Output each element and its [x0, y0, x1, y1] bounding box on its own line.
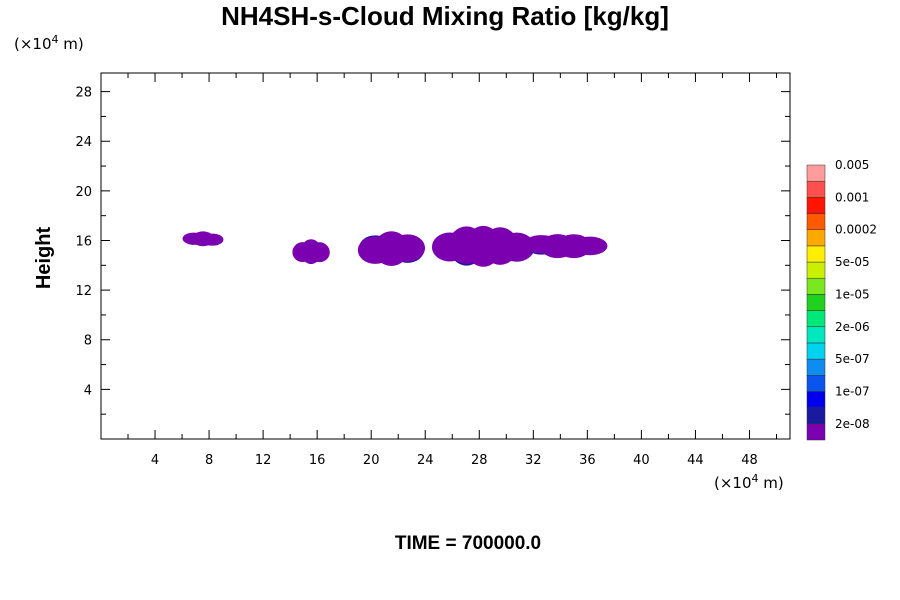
time-label: TIME = 700000.0 [395, 533, 541, 554]
colorbar-label: 5e-05 [835, 255, 870, 269]
colorbar-swatch [806, 213, 826, 230]
colorbar-labels: 2e-08 1e-07 5e-07 2e-06 1e-05 5e-05 0.0002 0.00… [835, 158, 877, 431]
y-tick-label: 8 [84, 334, 92, 349]
y-tick-label: 4 [84, 383, 92, 398]
colorbar-swatch [806, 423, 826, 441]
colorbar-label: 1e-05 [835, 287, 870, 301]
plot-frame [100, 72, 791, 440]
y-tick-label: 28 [75, 86, 92, 101]
colorbar-label: 0.0002 [835, 223, 877, 237]
y-tick-label: 24 [75, 135, 92, 150]
cloud [292, 239, 330, 264]
x-tick-labels: 4 8 12 16 20 24 28 32 36 40 44 48 [151, 453, 758, 468]
colorbar-swatch [806, 261, 826, 279]
colorbar [806, 164, 826, 441]
x-tick-label: 32 [525, 453, 542, 468]
colorbar-swatch [806, 342, 826, 360]
x-unit-label: (×104 m) [714, 472, 784, 492]
colorbar-swatch [806, 229, 826, 247]
colorbar-swatch [806, 326, 826, 344]
colorbar-label: 2e-08 [835, 417, 870, 431]
cloud [357, 231, 426, 266]
chart-title: NH4SH-s-Cloud Mixing Ratio [kg/kg] [221, 1, 669, 31]
colorbar-label: 0.005 [835, 158, 869, 172]
colorbar-swatch [806, 310, 826, 328]
x-tick-label: 48 [741, 453, 758, 468]
x-tick-label: 12 [255, 453, 272, 468]
colorbar-label: 5e-07 [835, 352, 870, 366]
y-tick-label: 12 [75, 284, 92, 299]
axis-ticks [101, 73, 790, 439]
colorbar-swatch [806, 358, 826, 376]
colorbar-label: 2e-06 [835, 320, 870, 334]
x-tick-label: 28 [471, 453, 488, 468]
y-unit-label: (×104 m) [14, 33, 84, 53]
x-tick-label: 4 [151, 453, 159, 468]
colorbar-label: 1e-07 [835, 384, 870, 398]
y-axis-label: Height [33, 227, 55, 290]
y-tick-labels: 4 8 12 16 20 24 28 [75, 86, 92, 399]
cloud-level [309, 242, 330, 263]
x-tick-label: 44 [687, 453, 704, 468]
colorbar-swatch [806, 375, 826, 392]
y-tick-label: 16 [75, 234, 92, 249]
cloud-field [182, 225, 608, 267]
colorbar-swatch [806, 391, 826, 408]
cloud-level [201, 233, 224, 246]
cloud [431, 225, 535, 267]
cloud-level [390, 234, 426, 262]
y-tick-label: 20 [75, 185, 92, 200]
x-tick-label: 8 [205, 453, 213, 468]
colorbar-swatch [806, 164, 826, 182]
x-tick-label: 24 [417, 453, 434, 468]
x-tick-label: 20 [363, 453, 380, 468]
colorbar-swatch [806, 245, 826, 263]
colorbar-swatch [806, 277, 826, 295]
colorbar-swatch [806, 294, 826, 311]
x-tick-label: 40 [633, 453, 650, 468]
cloud-level [572, 236, 608, 256]
x-tick-label: 16 [309, 453, 326, 468]
cloud [524, 234, 608, 259]
colorbar-swatch [806, 407, 826, 425]
colorbar-swatch [806, 180, 826, 198]
colorbar-swatch [806, 197, 826, 214]
cloud-level [498, 232, 535, 262]
cloud [182, 231, 224, 247]
x-tick-label: 36 [579, 453, 596, 468]
colorbar-label: 0.001 [835, 190, 869, 204]
